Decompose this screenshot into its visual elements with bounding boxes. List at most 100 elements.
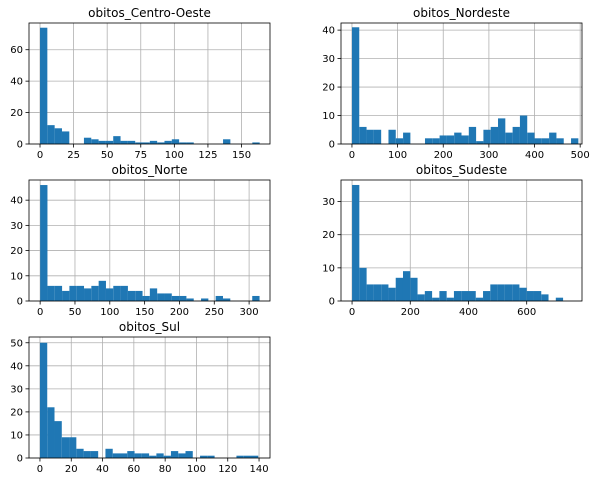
y-tick-label: 20: [10, 407, 23, 418]
y-tick-label: 0: [17, 140, 23, 151]
histogram-bar: [179, 142, 187, 144]
histogram-bar: [446, 297, 454, 301]
histogram-bar: [490, 284, 498, 301]
histogram-bar: [236, 455, 244, 458]
histogram-bar: [388, 287, 396, 301]
y-tick-label: 0: [17, 454, 23, 465]
histogram-bar: [186, 298, 194, 301]
x-tick-label: 200: [401, 307, 420, 318]
y-tick-label: 0: [17, 297, 23, 308]
histogram-bar: [490, 126, 499, 144]
histogram-bar: [186, 142, 194, 144]
histogram-bar: [61, 437, 70, 458]
chart-title: obitos_Norte: [112, 163, 188, 177]
histogram-bar: [76, 448, 84, 458]
histogram-bar: [549, 132, 557, 144]
histogram-bar: [223, 139, 231, 144]
histogram-bar: [164, 293, 172, 301]
y-tick-label: 10: [322, 111, 335, 122]
histogram-bar: [164, 140, 172, 144]
y-tick-label: 40: [10, 196, 23, 207]
x-tick-label: 600: [517, 307, 536, 318]
x-tick-label: 100: [388, 150, 407, 161]
histogram-bar: [534, 138, 542, 144]
histogram-panel: 0 200 400 600 0 10 20 30 obitos_Sudeste: [322, 163, 583, 318]
chart-title: obitos_Centro-Oeste: [88, 6, 211, 20]
histogram-bar: [141, 453, 150, 458]
histogram-bar: [252, 295, 260, 301]
axes-frame: [28, 336, 271, 459]
histogram-bar: [454, 132, 462, 144]
histogram-bar: [498, 118, 506, 144]
histogram-bar: [366, 129, 374, 144]
histogram-bar: [483, 129, 491, 144]
histogram-bar: [120, 453, 128, 458]
histogram-bar: [84, 288, 92, 301]
histogram-bar: [475, 297, 484, 301]
y-tick-label: 0: [329, 297, 335, 308]
histogram-bar: [149, 288, 158, 301]
histogram-bar: [171, 139, 180, 144]
histogram-bar: [47, 125, 55, 144]
histogram-bar: [179, 295, 187, 301]
axes-frame: [340, 22, 583, 145]
histogram-bar: [142, 295, 150, 301]
histogram-bar: [171, 295, 180, 301]
histogram-panel: 0 100 200 300 400 500 0 10 20 30 40 obitos_Nordeste: [322, 6, 589, 161]
histogram-bar: [402, 271, 411, 301]
histogram-bar: [127, 290, 136, 301]
histogram-bar: [157, 142, 165, 144]
histogram-bar: [185, 451, 193, 458]
x-tick-label: 400: [525, 150, 544, 161]
histogram-bar: [373, 129, 382, 144]
histogram-bar: [200, 455, 208, 458]
histogram-bar: [98, 280, 106, 301]
histogram-bar: [512, 284, 520, 301]
histogram-bar: [62, 290, 70, 301]
histogram-bar: [215, 295, 223, 301]
histogram-bar: [135, 290, 143, 301]
histogram-bar: [424, 138, 433, 144]
histogram-bar: [54, 285, 63, 301]
y-tick-label: 20: [10, 108, 23, 119]
x-tick-label: 60: [127, 464, 140, 475]
histogram-panel: 0 20 40 60 80 100 120 140 0 10 20 30 40 50 obitos_Sul: [10, 320, 271, 475]
histogram-bar: [149, 455, 157, 458]
x-tick-label: 150: [135, 307, 154, 318]
histogram-bar: [527, 132, 535, 144]
histogram-bar: [541, 138, 550, 144]
histogram-bar: [373, 284, 382, 301]
histogram-bar: [519, 287, 527, 301]
histogram-bar: [432, 297, 440, 301]
histogram-bar: [120, 140, 128, 144]
histogram-bar: [163, 455, 171, 458]
x-tick-label: 150: [232, 150, 251, 161]
histogram-bar: [222, 298, 231, 301]
histogram-bar: [54, 128, 62, 144]
x-tick-label: 50: [69, 307, 82, 318]
x-tick-label: 500: [571, 150, 590, 161]
y-tick-label: 30: [10, 221, 23, 232]
axes-frame: [28, 179, 271, 302]
histogram-bar: [83, 451, 91, 458]
x-tick-label: 100: [100, 307, 119, 318]
histogram-bar: [156, 453, 164, 458]
histogram-bar: [359, 126, 367, 144]
histogram-bar: [533, 291, 542, 301]
histogram-bar: [201, 298, 209, 301]
histogram-bar: [91, 139, 99, 144]
x-tick-label: 140: [249, 464, 268, 475]
histogram-bar: [40, 185, 48, 301]
x-tick-label: 0: [349, 307, 355, 318]
histogram-bar: [526, 291, 534, 301]
histogram-bar: [424, 291, 433, 301]
histogram-bar: [142, 142, 150, 144]
chart-title: obitos_Sudeste: [416, 163, 507, 177]
histogram-bar: [105, 288, 114, 301]
y-tick-label: 10: [10, 271, 23, 282]
histogram-bar: [170, 451, 179, 458]
x-tick-label: 250: [205, 307, 224, 318]
histogram-bar: [149, 140, 158, 144]
histogram-bar: [40, 27, 48, 144]
x-tick-label: 50: [101, 150, 114, 161]
